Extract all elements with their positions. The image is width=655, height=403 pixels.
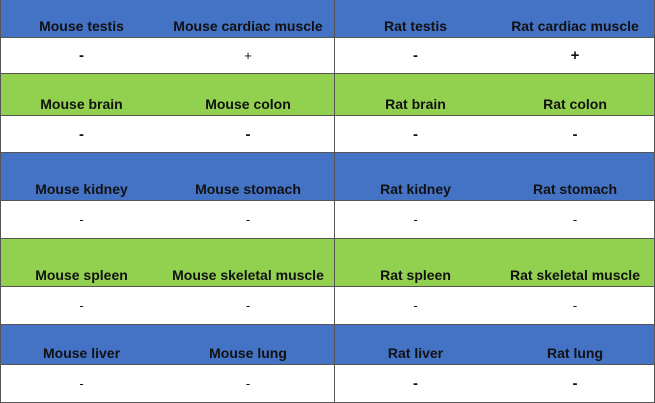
value-cell: - bbox=[0, 38, 162, 73]
value-cell: - bbox=[334, 365, 496, 402]
header-cell: Rat kidney bbox=[334, 153, 496, 200]
value-cell: - bbox=[162, 287, 334, 324]
value-cell: - bbox=[334, 201, 496, 238]
header-row: Mouse testis Mouse cardiac muscle Rat te… bbox=[0, 0, 655, 38]
header-label: Mouse stomach bbox=[195, 181, 301, 197]
header-label: Rat lung bbox=[547, 345, 603, 361]
header-label: Mouse testis bbox=[39, 18, 124, 34]
value-cell: - bbox=[496, 116, 655, 152]
value-cell: - bbox=[496, 365, 655, 402]
value-label: - bbox=[572, 212, 578, 227]
header-label: Rat cardiac muscle bbox=[511, 18, 639, 34]
header-cell: Mouse skeletal muscle bbox=[162, 239, 334, 286]
value-cell: - bbox=[334, 116, 496, 152]
header-cell: Mouse stomach bbox=[162, 153, 334, 200]
header-label: Rat spleen bbox=[380, 267, 451, 283]
value-cell: - bbox=[162, 365, 334, 402]
value-cell: - bbox=[0, 365, 162, 402]
value-cell: - bbox=[0, 116, 162, 152]
value-label: - bbox=[572, 375, 578, 392]
value-label: - bbox=[79, 212, 84, 227]
header-cell: Rat testis bbox=[334, 0, 496, 37]
value-label: - bbox=[572, 125, 578, 143]
header-cell: Rat liver bbox=[334, 325, 496, 364]
value-label: - bbox=[245, 298, 251, 313]
value-label: - bbox=[413, 47, 418, 64]
header-label: Mouse colon bbox=[205, 96, 291, 112]
value-label: - bbox=[79, 125, 84, 143]
value-label: + bbox=[244, 48, 252, 63]
value-row: - - - - bbox=[0, 201, 655, 239]
header-label: Rat skeletal muscle bbox=[510, 267, 640, 283]
header-row: Mouse kidney Mouse stomach Rat kidney Ra… bbox=[0, 153, 655, 201]
header-cell: Mouse liver bbox=[0, 325, 162, 364]
header-label: Mouse liver bbox=[42, 345, 121, 361]
value-label: - bbox=[413, 212, 418, 227]
value-row: - + - + bbox=[0, 38, 655, 74]
value-cell: - bbox=[0, 287, 162, 324]
value-label: + bbox=[570, 47, 580, 64]
header-cell: Rat stomach bbox=[496, 153, 655, 200]
header-cell: Mouse testis bbox=[0, 0, 162, 37]
value-cell: + bbox=[496, 38, 655, 73]
header-cell: Rat colon bbox=[496, 74, 655, 115]
header-label: Rat brain bbox=[385, 96, 446, 112]
value-cell: - bbox=[162, 116, 334, 152]
header-cell: Mouse cardiac muscle bbox=[162, 0, 334, 37]
header-cell: Mouse colon bbox=[162, 74, 334, 115]
value-label: - bbox=[245, 376, 251, 391]
value-label: - bbox=[413, 375, 418, 392]
value-cell: - bbox=[496, 201, 655, 238]
header-row: Mouse spleen Mouse skeletal muscle Rat s… bbox=[0, 239, 655, 287]
value-cell: + bbox=[162, 38, 334, 73]
header-cell: Mouse brain bbox=[0, 74, 162, 115]
header-cell: Rat cardiac muscle bbox=[496, 0, 655, 37]
value-label: - bbox=[79, 47, 84, 64]
header-label: Rat colon bbox=[543, 96, 607, 112]
value-row: - - - - bbox=[0, 116, 655, 153]
value-label: - bbox=[245, 212, 251, 227]
header-cell: Mouse kidney bbox=[0, 153, 162, 200]
header-label: Rat liver bbox=[387, 345, 444, 361]
value-cell: - bbox=[0, 201, 162, 238]
header-row: Mouse liver Mouse lung Rat liver Rat lun… bbox=[0, 325, 655, 365]
header-label: Rat stomach bbox=[532, 181, 618, 197]
header-cell: Mouse spleen bbox=[0, 239, 162, 286]
header-label: Mouse skeletal muscle bbox=[172, 267, 324, 283]
value-cell: - bbox=[334, 287, 496, 324]
value-label: - bbox=[79, 376, 84, 391]
header-cell: Rat skeletal muscle bbox=[496, 239, 655, 286]
value-row: - - - - bbox=[0, 365, 655, 403]
header-label: Mouse lung bbox=[209, 345, 287, 361]
value-label: - bbox=[413, 125, 418, 143]
value-row: - - - - bbox=[0, 287, 655, 325]
header-label: Mouse brain bbox=[40, 96, 123, 112]
value-cell: - bbox=[496, 287, 655, 324]
value-label: - bbox=[79, 298, 84, 313]
header-label: Mouse kidney bbox=[35, 181, 128, 197]
value-label: - bbox=[572, 298, 578, 313]
header-cell: Mouse lung bbox=[162, 325, 334, 364]
header-cell: Rat brain bbox=[334, 74, 496, 115]
header-cell: Rat lung bbox=[496, 325, 655, 364]
header-label: Mouse spleen bbox=[35, 267, 128, 283]
header-label: Mouse cardiac muscle bbox=[173, 18, 323, 34]
header-row: Mouse brain Mouse colon Rat brain Rat co… bbox=[0, 74, 655, 116]
value-cell: - bbox=[334, 38, 496, 73]
value-label: - bbox=[413, 298, 418, 313]
value-label: - bbox=[245, 125, 251, 143]
header-label: Rat testis bbox=[383, 18, 448, 34]
value-cell: - bbox=[162, 201, 334, 238]
header-cell: Rat spleen bbox=[334, 239, 496, 286]
header-label: Rat kidney bbox=[380, 181, 451, 197]
